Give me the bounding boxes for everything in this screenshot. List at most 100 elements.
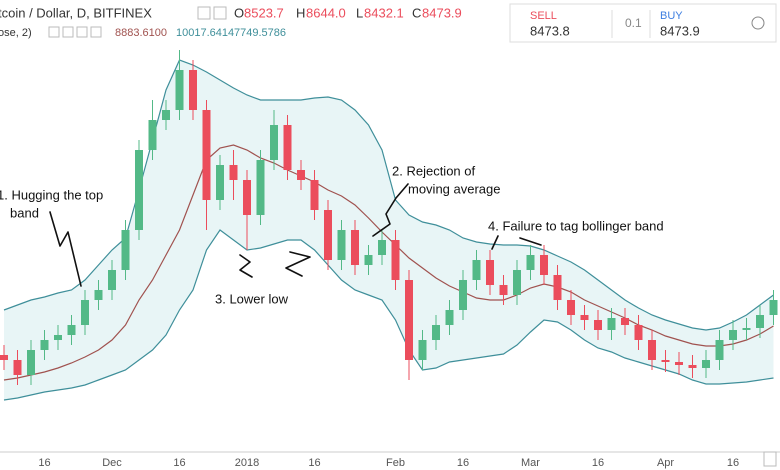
x-tick-label: 16 <box>592 457 604 469</box>
candle-body <box>135 150 143 230</box>
x-tick-label: 2018 <box>235 457 259 469</box>
candle-body <box>216 165 224 200</box>
annotation: 1. Hugging the top <box>0 187 103 202</box>
ohlc-value: 8644.0 <box>306 5 346 20</box>
x-tick-label: Apr <box>657 457 674 469</box>
icon[interactable] <box>213 6 227 20</box>
candle-body <box>526 255 535 270</box>
candle-body <box>27 350 35 375</box>
icon[interactable] <box>48 26 60 38</box>
band-lower <box>3 229 774 401</box>
x-tick-label: 16 <box>457 457 469 469</box>
candle-body <box>391 240 400 280</box>
annotation: 2. Rejection of <box>392 163 475 178</box>
candle-body <box>648 340 656 360</box>
candle-body <box>432 325 440 340</box>
candle-body <box>621 318 629 325</box>
icon[interactable] <box>90 26 102 38</box>
candle-body <box>364 255 373 265</box>
candle-body <box>378 240 386 255</box>
candle-body <box>459 280 467 310</box>
candle-body <box>702 360 710 368</box>
indicator-value: 7749.5786 <box>234 27 286 39</box>
candle-body <box>108 270 116 290</box>
candle-body <box>661 360 670 362</box>
candle-body <box>283 125 292 170</box>
candle-body <box>94 290 103 300</box>
x-tick-label: 16 <box>38 457 50 469</box>
annotation-stroke <box>239 251 311 278</box>
annotation-stroke <box>372 183 409 237</box>
ohlc-label: O <box>234 5 244 20</box>
candle-body <box>742 328 751 330</box>
ohlc-label: C <box>412 5 421 20</box>
candle-body <box>540 255 548 275</box>
candle-body <box>634 325 643 340</box>
ohlc-label: L <box>356 5 363 20</box>
annotation: moving average <box>408 181 501 196</box>
sell-button[interactable] <box>520 6 610 40</box>
candle-body <box>67 325 76 335</box>
candle-body <box>607 318 616 330</box>
candle-body <box>769 300 778 315</box>
candle-body <box>54 335 62 340</box>
icon[interactable] <box>197 6 211 20</box>
candle-body <box>0 355 8 360</box>
candle-body <box>472 260 481 280</box>
candle-body <box>351 230 359 265</box>
candle-body <box>202 110 211 200</box>
indicator: ose, 2) <box>0 27 32 39</box>
candle-body <box>81 300 89 325</box>
ohlc-value: 8523.7 <box>244 5 284 20</box>
candle-body <box>580 315 589 320</box>
buy-button[interactable] <box>652 6 742 40</box>
annotation: band <box>10 205 39 220</box>
candle-body <box>756 315 764 328</box>
band-middle <box>3 144 774 381</box>
candle-body <box>324 210 332 260</box>
indicator-value: 8883.6100 <box>115 27 167 39</box>
symbol: tcoin / Dollar, D, BITFINEX <box>0 5 152 20</box>
settings-icon[interactable] <box>751 16 765 30</box>
buy-price: 8473.9 <box>660 23 700 38</box>
candle-body <box>270 125 278 160</box>
candle-body <box>189 70 197 110</box>
candle-body <box>499 285 508 295</box>
x-tick-label: Mar <box>521 457 540 469</box>
candle-body <box>729 330 737 340</box>
candle-body <box>256 160 265 215</box>
sell-label: SELL <box>530 10 557 22</box>
spread: 0.1 <box>625 16 642 30</box>
plot <box>0 50 778 401</box>
candle-body <box>162 110 170 120</box>
icon[interactable] <box>76 26 88 38</box>
x-tick-label: 16 <box>308 457 320 469</box>
candle-body <box>715 340 724 360</box>
candle-body <box>229 165 238 180</box>
candle-body <box>310 180 319 210</box>
annotation: 3. Lower low <box>215 291 289 306</box>
annotation-stroke <box>49 211 82 287</box>
candle-body <box>121 230 130 270</box>
candle-body <box>486 260 494 285</box>
x-tick-label: 16 <box>173 457 185 469</box>
candle-body <box>405 280 413 360</box>
icon[interactable] <box>62 26 74 38</box>
candle-body <box>567 300 575 315</box>
x-tick-label: 16 <box>727 457 739 469</box>
candle-body <box>445 310 454 325</box>
candle-body <box>148 120 157 150</box>
candle-body <box>688 365 697 368</box>
ohlc-label: H <box>296 5 305 20</box>
sell-price: 8473.8 <box>530 23 570 38</box>
candle-body <box>675 362 683 365</box>
candle-body <box>13 360 22 375</box>
ohlc-value: 8432.1 <box>364 5 404 20</box>
candle-body <box>175 70 184 110</box>
annotation-stroke <box>491 235 542 250</box>
candle-body <box>297 170 305 180</box>
icon[interactable] <box>763 451 777 467</box>
annotation: 4. Failure to tag bollinger band <box>488 218 664 233</box>
